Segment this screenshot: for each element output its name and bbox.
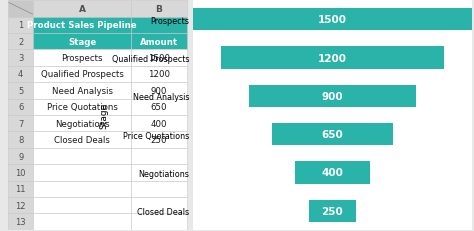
Bar: [130, 34, 187, 50]
Bar: [8, 99, 34, 116]
Bar: [8, 148, 34, 164]
Bar: [34, 181, 130, 197]
Text: 9: 9: [18, 152, 23, 161]
Bar: [272, 124, 393, 146]
Text: 1500: 1500: [148, 54, 170, 63]
Text: 5: 5: [18, 87, 23, 95]
Bar: [8, 197, 34, 213]
Text: B: B: [155, 5, 162, 14]
Bar: [8, 181, 34, 197]
Bar: [8, 1, 34, 18]
Y-axis label: Stage: Stage: [100, 102, 109, 129]
Bar: [130, 213, 187, 230]
Bar: [34, 213, 130, 230]
Text: 650: 650: [151, 103, 167, 112]
Bar: [8, 34, 34, 50]
Bar: [309, 200, 356, 222]
Text: 1500: 1500: [318, 15, 347, 25]
Bar: [295, 162, 370, 184]
Bar: [8, 18, 34, 34]
Bar: [130, 67, 187, 83]
Bar: [34, 34, 130, 50]
Text: Prospects: Prospects: [61, 54, 103, 63]
Bar: [8, 50, 34, 67]
Text: A: A: [79, 5, 85, 14]
Text: 4: 4: [18, 70, 23, 79]
Text: 3: 3: [18, 54, 23, 63]
Bar: [130, 197, 187, 213]
Bar: [34, 83, 130, 99]
Bar: [130, 132, 187, 148]
Text: 7: 7: [18, 119, 23, 128]
Text: 400: 400: [321, 168, 343, 178]
Bar: [8, 116, 34, 132]
Bar: [34, 1, 130, 18]
Text: 250: 250: [151, 136, 167, 144]
Text: Stage: Stage: [68, 37, 96, 46]
Text: 2: 2: [18, 37, 23, 46]
Bar: [249, 85, 416, 107]
Text: 10: 10: [16, 168, 26, 177]
Text: 8: 8: [18, 136, 23, 144]
Bar: [130, 116, 187, 132]
Bar: [34, 67, 130, 83]
Bar: [130, 99, 187, 116]
Bar: [221, 47, 444, 69]
Bar: [130, 50, 187, 67]
Text: 400: 400: [151, 119, 167, 128]
Text: 13: 13: [16, 217, 26, 226]
Text: Qualified Prospects: Qualified Prospects: [41, 70, 123, 79]
Text: 11: 11: [16, 185, 26, 194]
Bar: [130, 83, 187, 99]
Bar: [193, 9, 472, 31]
Bar: [8, 164, 34, 181]
Text: Price Quotations: Price Quotations: [46, 103, 118, 112]
Bar: [34, 18, 130, 34]
Text: 12: 12: [16, 201, 26, 210]
Text: 1: 1: [18, 21, 23, 30]
Text: Closed Deals: Closed Deals: [54, 136, 110, 144]
Bar: [34, 132, 130, 148]
Bar: [34, 148, 130, 164]
Text: 650: 650: [321, 130, 343, 140]
Text: 900: 900: [321, 91, 343, 101]
Text: 900: 900: [151, 87, 167, 95]
Text: Product Sales Pipeline: Product Sales Pipeline: [27, 21, 137, 30]
Text: 1200: 1200: [318, 53, 347, 63]
Text: Need Analysis: Need Analysis: [52, 87, 112, 95]
Bar: [130, 18, 187, 34]
Bar: [8, 213, 34, 230]
Bar: [34, 99, 130, 116]
Bar: [130, 164, 187, 181]
Bar: [34, 164, 130, 181]
Bar: [130, 1, 187, 18]
Text: 1200: 1200: [148, 70, 170, 79]
Bar: [8, 83, 34, 99]
Bar: [130, 181, 187, 197]
Bar: [8, 132, 34, 148]
Text: Amount: Amount: [140, 37, 178, 46]
Bar: [34, 50, 130, 67]
Bar: [130, 148, 187, 164]
Text: 250: 250: [321, 206, 343, 216]
Bar: [34, 197, 130, 213]
Text: 6: 6: [18, 103, 23, 112]
Bar: [8, 67, 34, 83]
Text: Negotiations: Negotiations: [55, 119, 109, 128]
Bar: [34, 116, 130, 132]
